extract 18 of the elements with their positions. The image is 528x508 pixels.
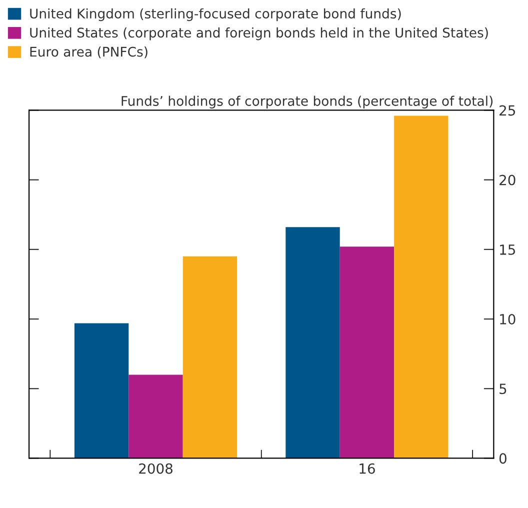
y-tick-label: 15 (500, 244, 515, 255)
bar (286, 227, 340, 458)
y-tick-label: 0 (499, 453, 506, 464)
bar (394, 116, 448, 458)
bar (182, 256, 238, 458)
y-axis-title: Funds’ holdings of corporate bonds (percentage of total) (122, 96, 493, 108)
bar (340, 246, 394, 458)
x-tick-label: 16 (360, 463, 375, 474)
x-tick-label: 2008 (139, 463, 172, 474)
legend-label: United States (corporate and foreign bonds held in the United States) (30, 27, 488, 40)
y-tick-label: 25 (500, 105, 515, 116)
legend-label: United Kingdom (sterling-focused corporate bond funds) (30, 8, 401, 22)
y-tick-label: 10 (500, 314, 516, 324)
y-tick-label: 5 (500, 384, 506, 394)
bar (128, 374, 183, 458)
legend-label: Euro area (PNFCs) (30, 46, 148, 58)
y-tick-label: 20 (500, 174, 516, 186)
bar (74, 323, 129, 458)
